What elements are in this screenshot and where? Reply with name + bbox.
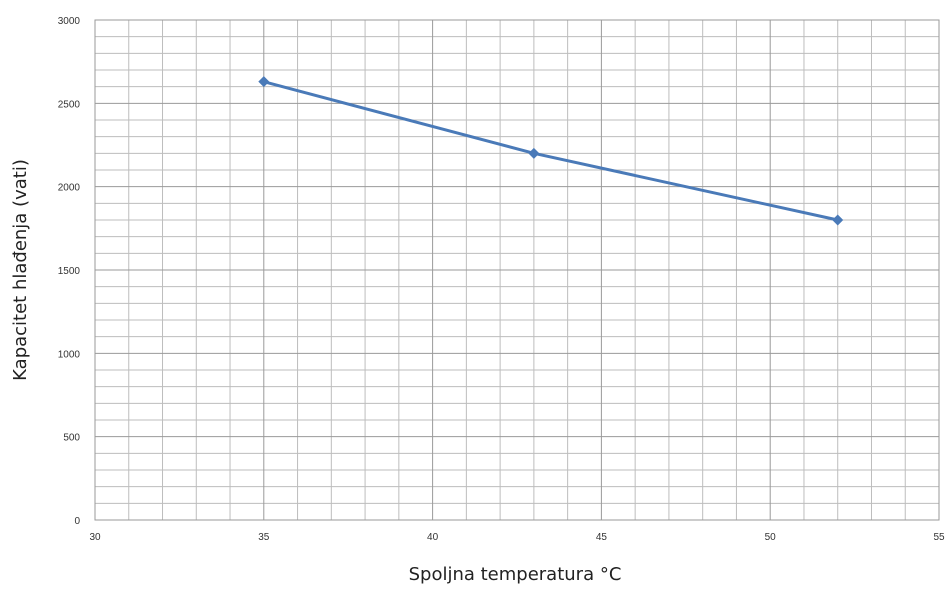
data-point-marker (832, 214, 844, 226)
data-point-marker (528, 147, 540, 159)
y-tick-label: 500 (63, 433, 80, 444)
y-tick-label: 1500 (58, 266, 81, 277)
y-tick-label: 0 (74, 516, 80, 527)
x-tick-label: 35 (258, 532, 270, 543)
y-tick-label: 2000 (58, 183, 81, 194)
x-axis-title: Spoljna temperatura °C (409, 564, 622, 585)
x-axis-tick-labels: 30 35 40 45 50 55 (89, 532, 945, 543)
x-tick-label: 55 (933, 532, 945, 543)
y-tick-label: 2500 (58, 99, 81, 110)
data-point-marker (258, 76, 270, 88)
plot-area-frame (94, 19, 940, 521)
y-axis-tick-labels: 0 500 1000 1500 2000 2500 3000 (58, 16, 81, 527)
x-tick-label: 50 (765, 532, 777, 543)
y-axis-title: Kapacitet hlađenja (vati) (10, 159, 31, 381)
x-tick-label: 45 (596, 532, 608, 543)
x-tick-label: 30 (89, 532, 101, 543)
data-series (258, 76, 844, 226)
x-tick-label: 40 (427, 532, 439, 543)
y-tick-label: 1000 (58, 349, 81, 360)
y-tick-label: 3000 (58, 16, 81, 27)
